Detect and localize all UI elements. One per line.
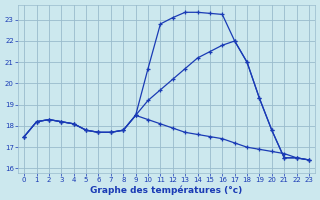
- X-axis label: Graphe des températures (°c): Graphe des températures (°c): [91, 186, 243, 195]
